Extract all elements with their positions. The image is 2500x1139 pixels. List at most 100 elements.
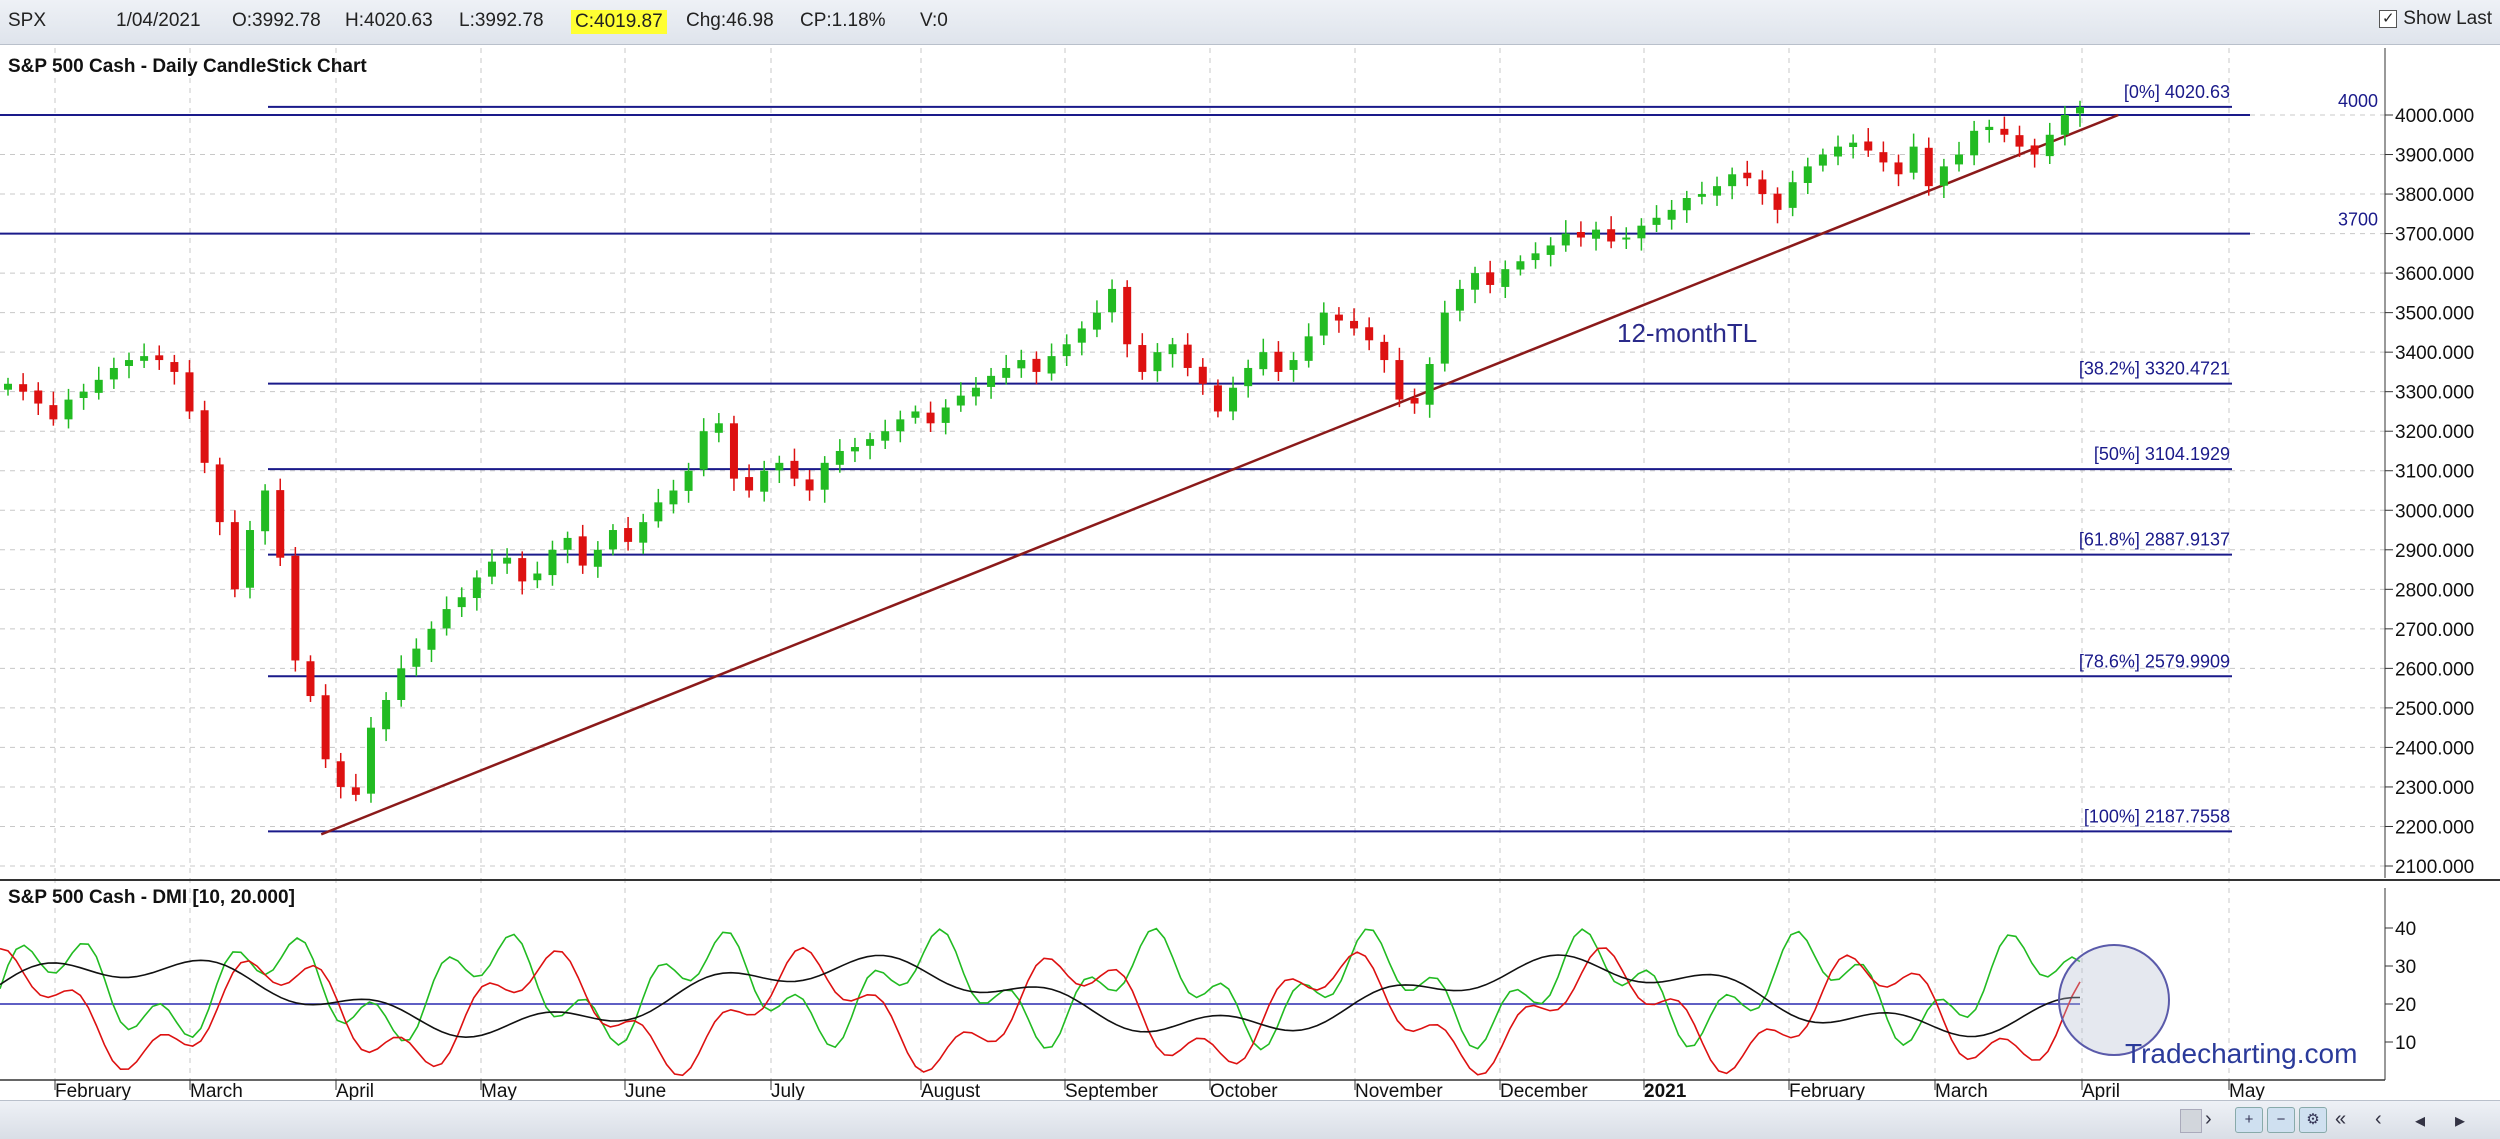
month-label: May: [2229, 1081, 2265, 1100]
show-last-checkbox[interactable]: ✓: [2379, 10, 2398, 28]
open-value: O:3992.78: [232, 10, 321, 31]
candle-body: [1319, 312, 1328, 336]
candle-body: [1440, 312, 1449, 364]
candle-body: [896, 419, 905, 432]
month-label: April: [336, 1081, 374, 1100]
month-label: September: [1065, 1081, 1159, 1100]
candle-body: [533, 573, 542, 581]
candle-body: [563, 537, 572, 550]
dmi-tick-label: 10: [2395, 1033, 2416, 1054]
zoom-out-icon[interactable]: −: [2267, 1107, 2295, 1133]
chart-settings-icon[interactable]: ⚙: [2299, 1107, 2327, 1133]
dmi-chart-title: S&P 500 Cash - DMI [10, 20.000]: [8, 887, 295, 908]
nav-forward-icon[interactable]: ▸: [2455, 1110, 2466, 1132]
price-tick-label: 2700.000: [2395, 620, 2474, 641]
fib-level-label: [38.2%] 3320.4721: [2079, 359, 2230, 379]
candle-body: [140, 356, 149, 361]
zoom-in-icon[interactable]: +: [2235, 1107, 2263, 1133]
candle-body: [1032, 358, 1041, 372]
candle-body: [1924, 147, 1933, 187]
change-pct-value: CP:1.18%: [800, 10, 886, 31]
candle-body: [654, 502, 663, 522]
price-tick-label: 3200.000: [2395, 422, 2474, 443]
candle-body: [1970, 130, 1979, 156]
chart-background: [0, 45, 2500, 1100]
candle-body: [729, 423, 738, 479]
price-tick-label: 2600.000: [2395, 659, 2474, 680]
price-tick-label: 3100.000: [2395, 462, 2474, 483]
candle-body: [351, 787, 360, 795]
candle-body: [775, 462, 784, 471]
candle-body: [820, 462, 829, 490]
candle-body: [669, 490, 678, 505]
candle-body: [2015, 135, 2024, 147]
candle-body: [321, 695, 330, 760]
candle-body: [1213, 385, 1222, 412]
candle-body: [1123, 286, 1132, 345]
horizontal-level-label: 3700: [2338, 210, 2378, 230]
candle-body: [1607, 229, 1616, 242]
dmi-tick-label: 40: [2395, 919, 2416, 940]
show-last-label: Show Last: [2403, 8, 2492, 29]
price-panel: S&P 500 Cash - Daily CandleStick Chart: [8, 56, 367, 77]
candle-body: [1743, 172, 1752, 179]
candle-body: [261, 490, 270, 532]
price-tick-label: 2200.000: [2395, 817, 2474, 838]
candle-body: [1879, 152, 1888, 163]
price-tick-label: 2300.000: [2395, 778, 2474, 799]
price-tick-label: 2100.000: [2395, 857, 2474, 878]
candle-body: [1697, 194, 1706, 197]
candle-body: [684, 470, 693, 491]
candle-body: [835, 450, 844, 465]
price-tick-label: 3500.000: [2395, 304, 2474, 325]
show-last-toggle[interactable]: ✓ Show Last: [2379, 8, 2492, 30]
watermark: Tradecharting.com: [2125, 1038, 2357, 1069]
candle-body: [366, 727, 375, 794]
nav-back-icon[interactable]: ◂: [2415, 1110, 2426, 1132]
price-tick-label: 3000.000: [2395, 501, 2474, 522]
trendline-label: 12-monthTL: [1617, 318, 1757, 348]
chart-area: S&P 500 Cash - Daily CandleStick Chart 4…: [0, 45, 2500, 1100]
candle-body: [1713, 186, 1722, 196]
nav-first-icon[interactable]: «: [2335, 1108, 2347, 1130]
grid-lines: [0, 48, 2385, 1080]
candle-body: [1728, 174, 1737, 187]
nav-prev-icon[interactable]: ‹: [2375, 1108, 2382, 1130]
scrollbar-thumb[interactable]: [2180, 1109, 2202, 1133]
candle-body: [382, 699, 391, 730]
candle-body: [714, 423, 723, 433]
candle-body: [1592, 229, 1601, 239]
candle-body: [64, 399, 73, 420]
fib-level-label: [0%] 4020.63: [2124, 82, 2230, 102]
candle-body: [941, 407, 950, 423]
month-label: July: [771, 1081, 805, 1100]
candle-body: [79, 391, 88, 399]
month-label: February: [1789, 1081, 1866, 1100]
price-tick-label: 4000.000: [2395, 106, 2474, 127]
candle-body: [971, 387, 980, 397]
candle-body: [1229, 387, 1238, 412]
candle-body: [1274, 351, 1283, 372]
candle-body: [34, 390, 43, 404]
candle-body: [639, 522, 648, 543]
candle-body: [276, 490, 285, 558]
month-label: 2021: [1644, 1081, 1687, 1100]
month-label: December: [1500, 1081, 1588, 1100]
candle-body: [1380, 341, 1389, 361]
candle-body: [1788, 182, 1797, 208]
candle-body: [1955, 154, 1964, 165]
candle-body: [155, 355, 164, 361]
month-label: March: [1935, 1081, 1988, 1100]
scroll-right-arrow[interactable]: ›: [2205, 1108, 2212, 1130]
month-label: April: [2082, 1081, 2120, 1100]
candle-body: [1168, 344, 1177, 355]
candle-body: [624, 528, 633, 542]
candle-body: [1259, 352, 1268, 370]
candle-body: [608, 530, 617, 550]
candle-body: [1153, 352, 1162, 372]
dmi-y-axis: 40 30 20 10: [2384, 888, 2416, 1080]
candle-body: [1501, 269, 1510, 287]
price-tick-label: 3300.000: [2395, 383, 2474, 404]
candle-body: [866, 439, 875, 446]
price-tick-label: 3400.000: [2395, 343, 2474, 364]
